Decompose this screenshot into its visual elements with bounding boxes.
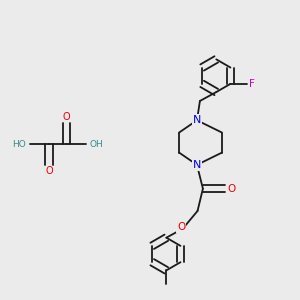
Text: O: O — [177, 222, 185, 232]
Text: HO: HO — [12, 140, 26, 148]
Text: O: O — [63, 112, 70, 122]
Text: O: O — [228, 184, 236, 194]
Text: F: F — [249, 79, 255, 89]
Text: OH: OH — [90, 140, 104, 148]
Text: N: N — [193, 160, 201, 170]
Text: O: O — [45, 167, 53, 176]
Text: N: N — [193, 115, 201, 125]
